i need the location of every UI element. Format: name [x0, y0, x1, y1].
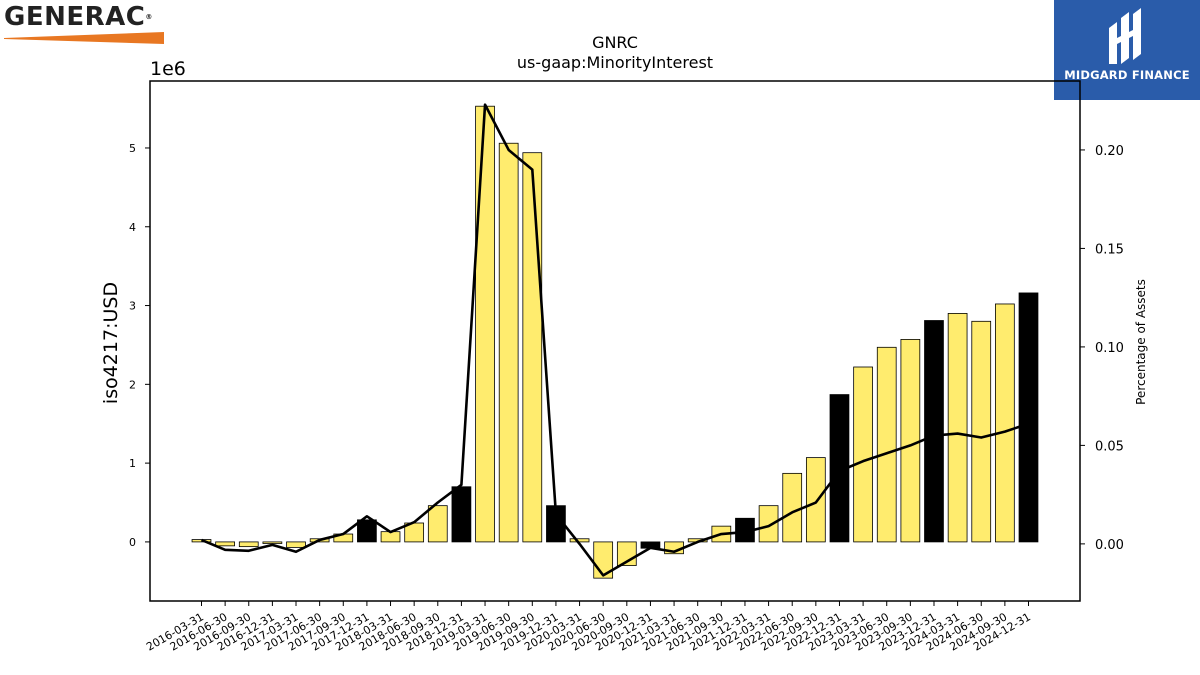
bar [782, 472, 803, 543]
y2-tick-label: 0.00 [1095, 538, 1124, 553]
y2-tick-label: 0.20 [1095, 144, 1124, 159]
bar [262, 541, 283, 544]
y-tick-label: 1 [129, 457, 136, 470]
bar [876, 346, 897, 543]
bar [475, 105, 495, 543]
bar [900, 339, 921, 543]
chart-subtitle: us-gaap:MinorityInterest [517, 53, 713, 72]
bar [1018, 292, 1039, 543]
y2-tick-label: 0.10 [1095, 341, 1124, 356]
bar [498, 142, 519, 543]
y-tick-label: 4 [129, 221, 136, 234]
y-axis-offset-label: 1e6 [150, 58, 186, 80]
y-tick-label: 5 [129, 142, 136, 155]
plot-area: 0123450.000.050.100.150.202016-03-312016… [129, 103, 1124, 654]
bar [427, 505, 448, 543]
chart-title: GNRC [592, 33, 638, 52]
bar [971, 320, 992, 543]
bar [924, 320, 944, 543]
y2-tick-label: 0.05 [1095, 439, 1124, 454]
y-tick-label: 3 [129, 300, 136, 313]
y2-axis-label: Percentage of Assets [1134, 279, 1148, 405]
midgard-logo-text: MIDGARD FINANCE [1064, 68, 1190, 82]
midgard-logo-mark [1109, 8, 1141, 64]
bar [522, 152, 543, 543]
percentage-line [200, 103, 1029, 577]
bar [569, 538, 590, 543]
generac-logo-text: GENERAC® [4, 2, 153, 32]
y2-tick-label: 0.15 [1095, 242, 1124, 257]
y-axis-label: iso4217:USD [100, 282, 122, 404]
midgard-finance-logo: MIDGARD FINANCE [1054, 0, 1200, 100]
bar [451, 486, 472, 543]
generac-logo: GENERAC® [4, 4, 174, 44]
bar [238, 541, 259, 548]
generac-logo-swoosh [4, 32, 164, 44]
bar [286, 541, 306, 548]
plot-frame [149, 80, 1081, 602]
y-tick-label: 0 [129, 536, 136, 549]
bar [995, 303, 1015, 543]
bar [357, 519, 377, 543]
bar [758, 505, 779, 543]
bar [853, 366, 873, 543]
bar [805, 457, 826, 543]
bar [215, 541, 235, 547]
bar [947, 313, 968, 543]
y-tick-label: 2 [129, 378, 136, 391]
